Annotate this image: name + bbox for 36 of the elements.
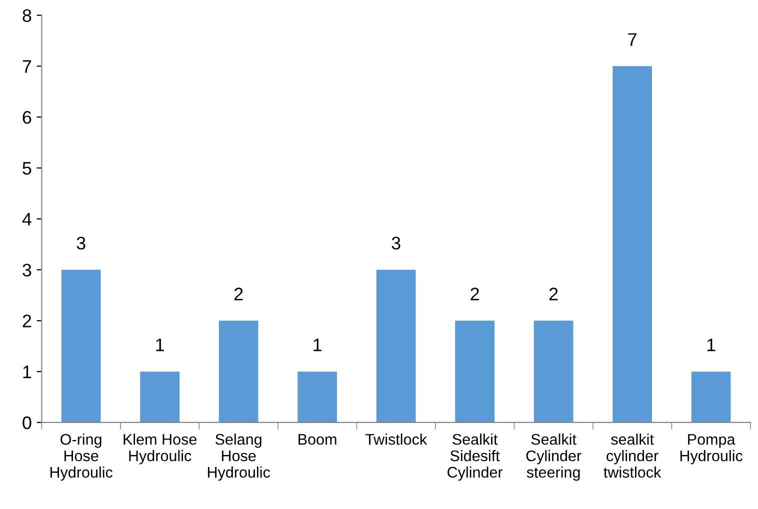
x-tick-label: Sealkit Cylinder steering: [526, 434, 582, 481]
y-tick-label: 5: [22, 162, 32, 175]
x-tick-label: Sealkit Sidesift Cylinder: [448, 434, 503, 481]
y-tick-label: 0: [22, 416, 32, 430]
bar: [534, 320, 574, 422]
bar: [691, 372, 731, 422]
y-tick-label: 4: [22, 212, 32, 226]
y-tick-label: 1: [23, 366, 32, 378]
y-tick-label: 8: [22, 9, 32, 22]
data-label: 1: [156, 338, 164, 352]
y-tick-label: 3: [22, 264, 32, 276]
x-tick-label: Selang Hose Hydroulic: [208, 434, 270, 481]
x-tick-label: Twistlock: [365, 434, 428, 445]
y-tick-label: 2: [22, 314, 32, 328]
bar: [612, 66, 652, 422]
x-tick-label: sealkit cylinder twistlock: [604, 434, 662, 478]
data-label: 1: [707, 338, 716, 352]
bar: [455, 320, 494, 422]
x-tick-label: Pompa Hydroulic: [680, 434, 742, 464]
bar: [61, 270, 101, 422]
y-tick-label: 7: [22, 60, 32, 73]
data-label: 7: [628, 33, 636, 46]
bar: [376, 270, 416, 422]
bar: [298, 372, 337, 422]
data-label: 2: [470, 288, 479, 300]
bar: [140, 372, 180, 422]
x-tick-label: O-ring Hose Hydroulic: [50, 434, 112, 481]
data-label: 2: [549, 288, 558, 300]
y-tick-label: 6: [22, 111, 32, 124]
x-tick-label: Boom: [298, 434, 336, 445]
data-label: 3: [392, 236, 400, 250]
x-tick-label: Klem Hose Hydroulic: [124, 434, 196, 464]
bar: [218, 320, 258, 422]
data-label: 3: [76, 236, 86, 250]
data-label: 1: [314, 338, 322, 352]
data-label: 2: [234, 288, 243, 300]
